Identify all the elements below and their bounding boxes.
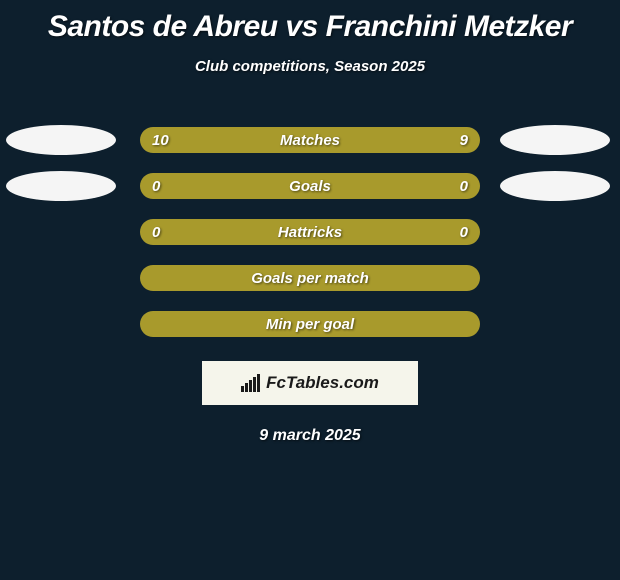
page-title: Santos de Abreu vs Franchini Metzker (0, 0, 620, 44)
stat-label: Goals per match (251, 270, 369, 287)
stat-label: Matches (280, 132, 340, 149)
stat-value-right: 9 (460, 132, 468, 149)
bar-chart-icon (241, 374, 260, 392)
stat-bar: Min per goal (140, 311, 480, 337)
logo-badge: FcTables.com (202, 361, 418, 405)
player-avatar-left (6, 171, 116, 201)
player-avatar-left (6, 125, 116, 155)
stat-bar: 0 Goals 0 (140, 173, 480, 199)
player-avatar-right (500, 171, 610, 201)
logo-suffix: Tables.com (286, 373, 379, 392)
stat-row: Goals per match (0, 255, 620, 301)
stat-value-left: 0 (152, 178, 160, 195)
stat-bar: 0 Hattricks 0 (140, 219, 480, 245)
logo-prefix: Fc (266, 373, 286, 392)
player-avatar-right (500, 125, 610, 155)
logo-text: FcTables.com (266, 373, 379, 393)
stat-label: Goals (289, 178, 331, 195)
stat-value-right: 0 (460, 178, 468, 195)
stat-row: 0 Hattricks 0 (0, 209, 620, 255)
stat-row: 10 Matches 9 (0, 117, 620, 163)
stat-value-left: 0 (152, 224, 160, 241)
date-label: 9 march 2025 (0, 427, 620, 445)
stat-row: 0 Goals 0 (0, 163, 620, 209)
stat-label: Hattricks (278, 224, 342, 241)
stat-rows: 10 Matches 9 0 Goals 0 0 Hattricks 0 Goals per ma… (0, 117, 620, 347)
stat-value-right: 0 (460, 224, 468, 241)
page-subtitle: Club competitions, Season 2025 (0, 58, 620, 75)
stat-row: Min per goal (0, 301, 620, 347)
stat-label: Min per goal (266, 316, 354, 333)
stat-value-left: 10 (152, 132, 169, 149)
stat-bar: 10 Matches 9 (140, 127, 480, 153)
stat-bar: Goals per match (140, 265, 480, 291)
